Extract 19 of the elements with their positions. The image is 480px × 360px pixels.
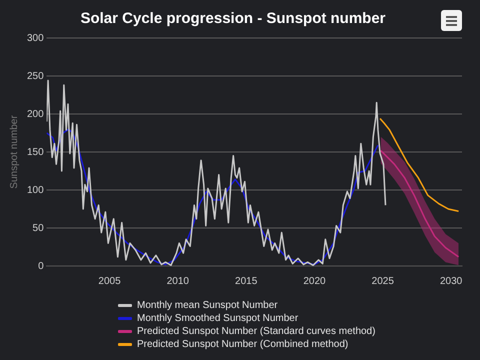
- y-tick-label: 200: [26, 108, 44, 120]
- x-tick-label: 2015: [235, 276, 258, 287]
- legend-label: Monthly Smoothed Sunspot Number: [137, 313, 298, 324]
- x-tick-label: 2010: [166, 276, 190, 287]
- y-tick-label: 0: [38, 260, 44, 272]
- legend-label: Monthly mean Sunspot Number: [137, 300, 278, 311]
- y-tick-label: 150: [26, 146, 44, 158]
- y-tick-label: 250: [26, 70, 44, 82]
- legend-label: Predicted Sunspot Number (Combined method): [137, 339, 348, 350]
- chart-title: Solar Cycle progression - Sunspot number: [80, 10, 386, 28]
- x-tick-label: 2025: [372, 276, 394, 287]
- legend-label: Predicted Sunspot Number (Standard curves method): [137, 326, 376, 337]
- y-tick-label: 300: [26, 32, 44, 44]
- y-tick-label: 100: [26, 184, 44, 196]
- x-tick-label: 2020: [303, 276, 326, 287]
- y-tick-label: 50: [32, 222, 44, 234]
- x-tick-label: 2030: [440, 276, 463, 287]
- y-axis-title: Sunspot number: [8, 114, 20, 189]
- x-tick-label: 2005: [98, 276, 122, 287]
